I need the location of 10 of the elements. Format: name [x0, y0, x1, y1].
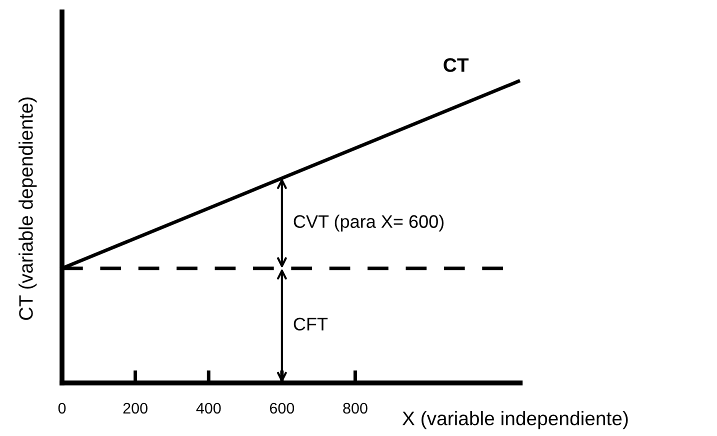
x-tick-label: 400: [196, 402, 221, 414]
x-tick-label: 800: [343, 402, 368, 414]
x-axis-title: X (variable independiente): [402, 411, 628, 430]
annotation: CVT (para X= 600): [294, 214, 444, 232]
x-tick-label: 600: [270, 402, 294, 414]
x-tick-label: 200: [123, 402, 148, 414]
y-axis-title: CT (variable dependiente): [18, 98, 37, 320]
x-tick-label: 0: [58, 402, 66, 414]
annotation: CFT: [294, 318, 328, 331]
series-label: CT: [444, 58, 469, 72]
